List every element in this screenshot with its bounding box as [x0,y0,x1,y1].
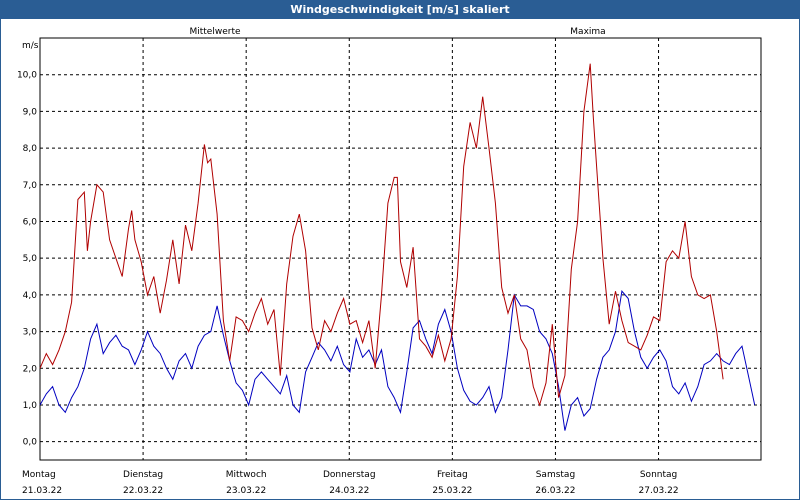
x-tick-day: Samstag [536,470,575,480]
x-tick-date: 23.03.22 [226,486,266,496]
x-tick-date: 26.03.22 [535,486,575,496]
series-lines [39,63,756,431]
series-line-maxima [39,63,724,407]
legend-mittelwerte: Mittelwerte [189,27,240,37]
y-tick-label: 1,0 [23,401,38,411]
y-tick-label: 0,0 [23,438,38,448]
y-axis-label: m/s [22,41,39,51]
y-tick-label: 2,0 [23,364,38,374]
y-tick-label: 8,0 [23,144,38,154]
chart-title: Windgeschwindigkeit [m/s] skaliert [1,1,799,19]
y-tick-label: 4,0 [23,291,38,301]
y-tick-label: 3,0 [23,328,38,338]
series-line-mittelwerte [39,290,756,431]
x-tick-date: 22.03.22 [123,486,163,496]
y-tick-label: 5,0 [23,254,38,264]
y-tick-label: 7,0 [23,181,38,191]
x-tick-date: 27.03.22 [639,486,679,496]
x-tick-day: Dienstag [123,470,163,480]
x-tick-day: Montag [22,470,56,480]
x-tick-day: Mittwoch [226,470,267,480]
y-tick-labels: 0,0 1,0 2,0 3,0 4,0 5,0 6,0 7,0 8,0 9,0 10,0 [17,71,37,448]
x-tick-labels: Montag 21.03.22 Dienstag 22.03.22 Mittwoch 23… [22,470,679,496]
x-tick-date: 24.03.22 [329,486,369,496]
x-tick-date: 25.03.22 [432,486,472,496]
y-tick-label: 9,0 [23,107,38,117]
legend-maxima: Maxima [570,27,605,37]
x-tick-date: 21.03.22 [22,486,62,496]
y-tick-label: 6,0 [23,217,38,227]
x-tick-day: Donnerstag [323,470,376,480]
x-tick-day: Freitag [437,470,468,480]
y-tick-label: 10,0 [17,71,37,81]
x-tick-day: Sonntag [640,470,677,480]
